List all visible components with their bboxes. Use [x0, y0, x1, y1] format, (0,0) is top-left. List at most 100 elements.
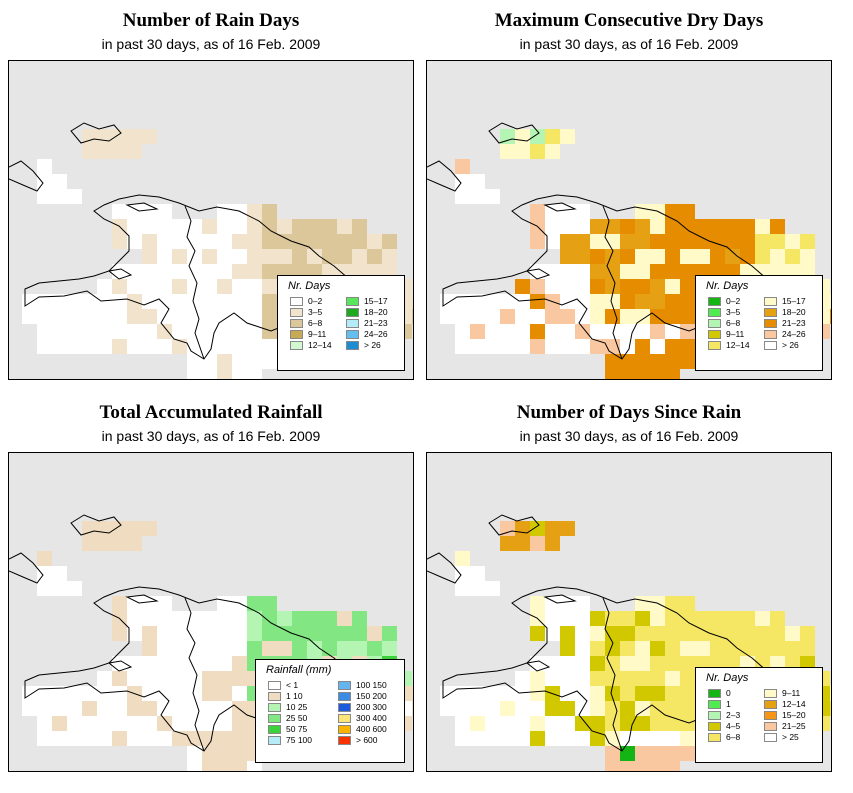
grid-cell [142, 656, 157, 671]
grid-cell [620, 309, 635, 324]
grid-cell [545, 536, 560, 551]
grid-cell [262, 626, 277, 641]
grid-cell [455, 686, 470, 701]
grid-cell [455, 581, 470, 596]
legend-label: 25 50 [286, 713, 308, 723]
grid-cell [680, 656, 695, 671]
grid-cell [262, 234, 277, 249]
grid-cell [680, 234, 695, 249]
grid-cell [530, 671, 545, 686]
grid-cell [277, 219, 292, 234]
grid-cell [440, 701, 455, 716]
grid-cell [157, 626, 172, 641]
grid-cell [172, 324, 187, 339]
grid-cell [530, 279, 545, 294]
legend-label: 1 10 [286, 691, 303, 701]
grid-cell [232, 264, 247, 279]
grid-cell [560, 324, 575, 339]
grid-cell [142, 249, 157, 264]
grid-cell [665, 671, 680, 686]
grid-cell [52, 309, 67, 324]
grid-cell [37, 701, 52, 716]
grid-cell [187, 294, 202, 309]
grid-cell [680, 626, 695, 641]
grid-cell [127, 716, 142, 731]
grid-cell [352, 219, 367, 234]
grid-cell [187, 686, 202, 701]
grid-cell [755, 234, 770, 249]
grid-cell [635, 686, 650, 701]
grid-cell [337, 611, 352, 626]
grid-cell [217, 641, 232, 656]
grid-cell [590, 686, 605, 701]
grid-cell [292, 611, 307, 626]
grid-cell [545, 611, 560, 626]
grid-cell [605, 234, 620, 249]
grid-cell [620, 219, 635, 234]
grid-cell [620, 746, 635, 761]
grid-cell [665, 641, 680, 656]
legend-label: 15–17 [782, 296, 806, 306]
grid-cell [217, 611, 232, 626]
grid-cell [575, 731, 590, 746]
grid-cell [635, 279, 650, 294]
grid-cell [97, 671, 112, 686]
grid-cell [545, 219, 560, 234]
legend-swatch [708, 711, 721, 720]
grid-cell [680, 204, 695, 219]
legend-label: 2–3 [726, 710, 741, 720]
grid-cell [680, 249, 695, 264]
grid-cell [97, 536, 112, 551]
grid-cell [352, 626, 367, 641]
grid-cell [590, 309, 605, 324]
grid-cell [665, 324, 680, 339]
grid-cell [247, 761, 262, 771]
grid-cell [545, 671, 560, 686]
grid-cell [665, 204, 680, 219]
grid-cell [590, 656, 605, 671]
grid-cell [755, 641, 770, 656]
grid-cell [232, 369, 247, 379]
grid-cell [650, 761, 665, 771]
grid-cell [530, 129, 545, 144]
grid-cell [680, 264, 695, 279]
grid-cell [575, 324, 590, 339]
island-tortuga-outline [125, 594, 159, 604]
grid-cell [382, 234, 397, 249]
grid-cell [515, 716, 530, 731]
grid-cell [67, 716, 82, 731]
grid-cell [247, 309, 262, 324]
grid-cell [262, 279, 277, 294]
grid-cell [262, 596, 277, 611]
legend-swatch [290, 341, 303, 350]
grid-cell [500, 339, 515, 354]
grid-cell [560, 671, 575, 686]
grid-cell [247, 249, 262, 264]
grid-cell [560, 731, 575, 746]
grid-cell [142, 294, 157, 309]
grid-cell [680, 324, 695, 339]
grid-cell [455, 174, 470, 189]
grid-cell [172, 279, 187, 294]
grid-cell [82, 294, 97, 309]
grid-cell [82, 324, 97, 339]
grid-cell [485, 716, 500, 731]
grid-cell [470, 716, 485, 731]
grid-cell [202, 671, 217, 686]
grid-cell [97, 731, 112, 746]
grid-cell [665, 686, 680, 701]
grid-cell [127, 656, 142, 671]
grid-cell [635, 716, 650, 731]
grid-cell [337, 234, 352, 249]
grid-cell [500, 716, 515, 731]
legend-label: 0 [726, 688, 731, 698]
legend-swatch [338, 692, 351, 701]
grid-cell [560, 521, 575, 536]
grid-cell [232, 279, 247, 294]
grid-cell [620, 264, 635, 279]
grid-cell [202, 656, 217, 671]
grid-cell [620, 626, 635, 641]
map-legend: Nr. Days 0–2 3–5 6–8 9–11 12–14 15–17 18–20 21–… [695, 275, 823, 371]
grid-cell [770, 641, 785, 656]
grid-cell [590, 671, 605, 686]
